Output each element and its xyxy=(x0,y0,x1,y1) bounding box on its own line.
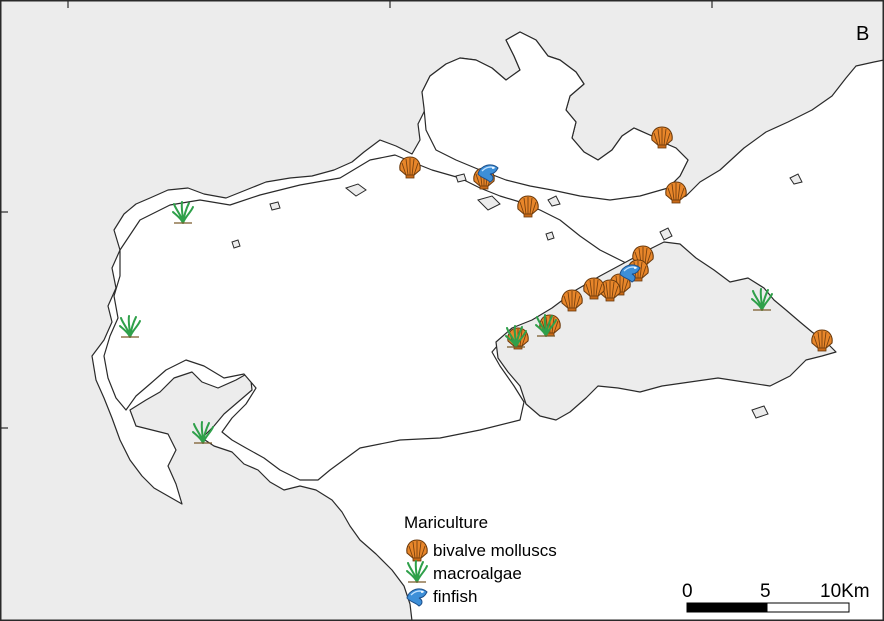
scale-label-10: 10Km xyxy=(820,581,870,602)
scale-segment-light xyxy=(766,602,850,613)
panel-label: B xyxy=(856,23,869,45)
scale-label-5: 5 xyxy=(760,581,771,602)
legend-label-macroalgae: macroalgae xyxy=(433,564,522,583)
graticule-ticks xyxy=(0,0,713,429)
scale-segment-dark xyxy=(686,602,768,613)
islets xyxy=(231,173,803,419)
legend-label-bivalve: bivalve molluscs xyxy=(433,541,557,560)
legend: Mariculture bivalve molluscs macroalgae … xyxy=(404,513,557,607)
scale-label-0: 0 xyxy=(682,581,693,602)
north-inlet xyxy=(421,31,689,201)
legend-label-finfish: finfish xyxy=(433,587,477,606)
scale-bar: 0 5 10Km xyxy=(682,581,870,613)
legend-title: Mariculture xyxy=(404,513,488,532)
